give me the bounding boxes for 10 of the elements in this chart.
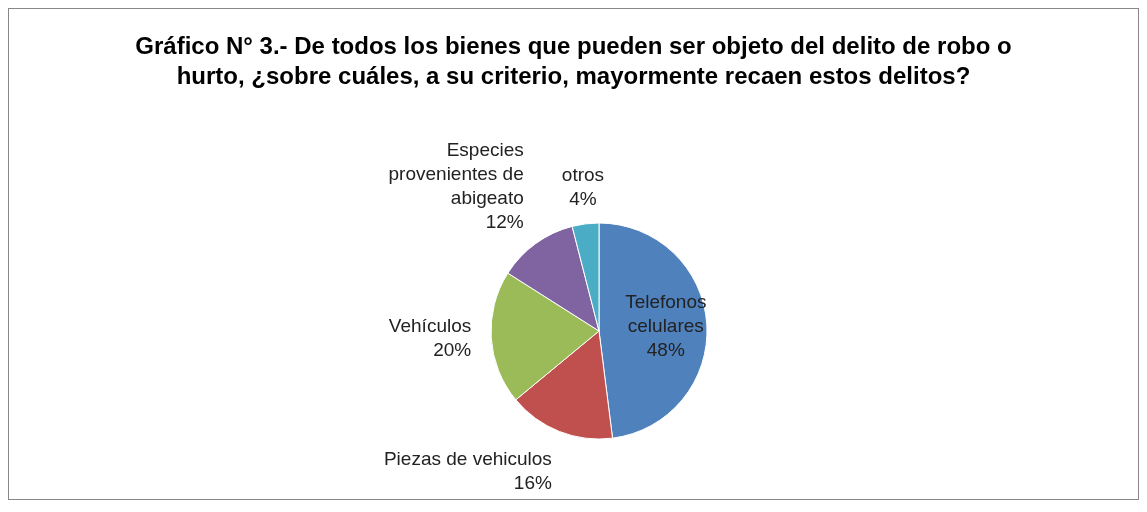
data-label: 12%: [485, 211, 524, 233]
slice-label: Vehículos: [388, 315, 472, 337]
chart-title: Gráfico N° 3.- De todos los bienes que pueden ser objeto del delito de robo o hurto, ¿sobre cuáles, a su criterio, mayormente recaen estos delitos?: [134, 31, 1013, 91]
slice-label: Especies provenientes de abigeato: [388, 139, 524, 209]
data-label: 4%: [569, 188, 597, 210]
data-label: 48%: [646, 338, 685, 360]
data-label: 16%: [513, 472, 552, 494]
slice-label: otros: [561, 164, 605, 186]
slice-label: Piezas de vehiculos: [383, 448, 552, 470]
data-label: 20%: [433, 339, 472, 361]
